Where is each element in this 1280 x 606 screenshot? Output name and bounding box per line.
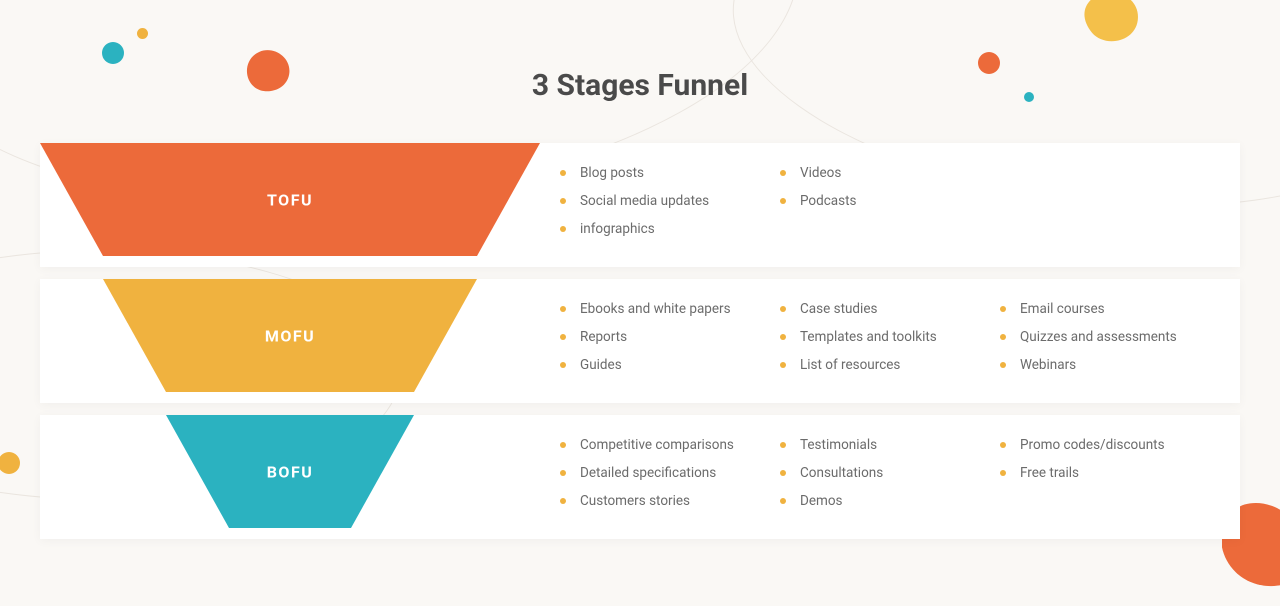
bullet-icon (780, 442, 786, 448)
stage-label-text-mofu: MOFU (40, 326, 540, 345)
list-item: Ebooks and white papers (560, 301, 780, 317)
list-item: Reports (560, 329, 780, 345)
bullet-icon (560, 334, 566, 340)
stage-label-text-tofu: TOFU (40, 190, 540, 209)
list-item: Podcasts (780, 193, 1000, 209)
list-item-label: Case studies (800, 301, 877, 317)
content-column: Testimonials Consultations Demos (780, 437, 1000, 521)
list-item: Consultations (780, 465, 1000, 481)
stage-content-bofu: Competitive comparisons Detailed specific… (540, 415, 1240, 539)
list-item-label: Email courses (1020, 301, 1105, 317)
list-item: Competitive comparisons (560, 437, 780, 453)
list-item: Demos (780, 493, 1000, 509)
list-item: Social media updates (560, 193, 780, 209)
list-item: Testimonials (780, 437, 1000, 453)
bullet-icon (780, 470, 786, 476)
stage-row-mofu: MOFU Ebooks and white papers Reports Guide… (40, 279, 1240, 403)
list-item-label: Videos (800, 165, 841, 181)
stage-content-mofu: Ebooks and white papers Reports Guides Case… (540, 279, 1240, 403)
content-column: Case studies Templates and toolkits List o… (780, 301, 1000, 385)
bullet-icon (780, 170, 786, 176)
list-item: Videos (780, 165, 1000, 181)
list-item-label: Social media updates (580, 193, 709, 209)
list-item-label: Customers stories (580, 493, 690, 509)
bullet-icon (560, 170, 566, 176)
content-column: Videos Podcasts (780, 165, 1000, 249)
page-title: 3 Stages Funnel (0, 0, 1280, 143)
list-item-label: Reports (580, 329, 627, 345)
bullet-icon (780, 362, 786, 368)
list-item-label: Podcasts (800, 193, 857, 209)
list-item: Quizzes and assessments (1000, 329, 1220, 345)
list-item-label: Promo codes/discounts (1020, 437, 1165, 453)
list-item-label: Quizzes and assessments (1020, 329, 1177, 345)
bullet-icon (560, 306, 566, 312)
bullet-icon (780, 306, 786, 312)
bullet-icon (1000, 442, 1006, 448)
list-item: List of resources (780, 357, 1000, 373)
funnel-diagram: TOFU Blog posts Social media updates infog… (40, 143, 1240, 539)
list-item-label: Consultations (800, 465, 883, 481)
content-column: Promo codes/discounts Free trails (1000, 437, 1220, 521)
bullet-icon (560, 470, 566, 476)
list-item-label: Ebooks and white papers (580, 301, 731, 317)
bullet-icon (780, 334, 786, 340)
list-item: Guides (560, 357, 780, 373)
list-item-label: Blog posts (580, 165, 644, 181)
list-item: Promo codes/discounts (1000, 437, 1220, 453)
list-item-label: Testimonials (800, 437, 877, 453)
bullet-icon (1000, 306, 1006, 312)
bullet-icon (1000, 362, 1006, 368)
stage-row-bofu: BOFU Competitive comparisons Detailed spe… (40, 415, 1240, 539)
bullet-icon (1000, 334, 1006, 340)
bullet-icon (560, 498, 566, 504)
list-item: Webinars (1000, 357, 1220, 373)
stage-label-text-bofu: BOFU (40, 462, 540, 481)
content-column (1000, 165, 1220, 249)
stage-label-tofu: TOFU (40, 143, 540, 256)
list-item: Customers stories (560, 493, 780, 509)
list-item-label: Guides (580, 357, 622, 373)
list-item: Free trails (1000, 465, 1220, 481)
list-item-label: List of resources (800, 357, 900, 373)
list-item-label: Webinars (1020, 357, 1076, 373)
list-item-label: Demos (800, 493, 843, 509)
stage-row-tofu: TOFU Blog posts Social media updates infog… (40, 143, 1240, 267)
bullet-icon (780, 198, 786, 204)
bullet-icon (560, 362, 566, 368)
bullet-icon (1000, 470, 1006, 476)
list-item: Email courses (1000, 301, 1220, 317)
bullet-icon (560, 226, 566, 232)
list-item-label: Templates and toolkits (800, 329, 937, 345)
content-column: Competitive comparisons Detailed specific… (560, 437, 780, 521)
list-item: Blog posts (560, 165, 780, 181)
content-column: Blog posts Social media updates infographi… (560, 165, 780, 249)
content-column: Ebooks and white papers Reports Guides (560, 301, 780, 385)
list-item: infographics (560, 221, 780, 237)
bullet-icon (560, 442, 566, 448)
list-item-label: Detailed specifications (580, 465, 716, 481)
stage-content-tofu: Blog posts Social media updates infographi… (540, 143, 1240, 267)
stage-label-mofu: MOFU (40, 279, 540, 392)
list-item: Case studies (780, 301, 1000, 317)
list-item: Detailed specifications (560, 465, 780, 481)
list-item-label: Competitive comparisons (580, 437, 734, 453)
list-item-label: infographics (580, 221, 655, 237)
stage-label-bofu: BOFU (40, 415, 540, 528)
list-item: Templates and toolkits (780, 329, 1000, 345)
list-item-label: Free trails (1020, 465, 1079, 481)
bullet-icon (780, 498, 786, 504)
content-column: Email courses Quizzes and assessments Webi… (1000, 301, 1220, 385)
bullet-icon (560, 198, 566, 204)
